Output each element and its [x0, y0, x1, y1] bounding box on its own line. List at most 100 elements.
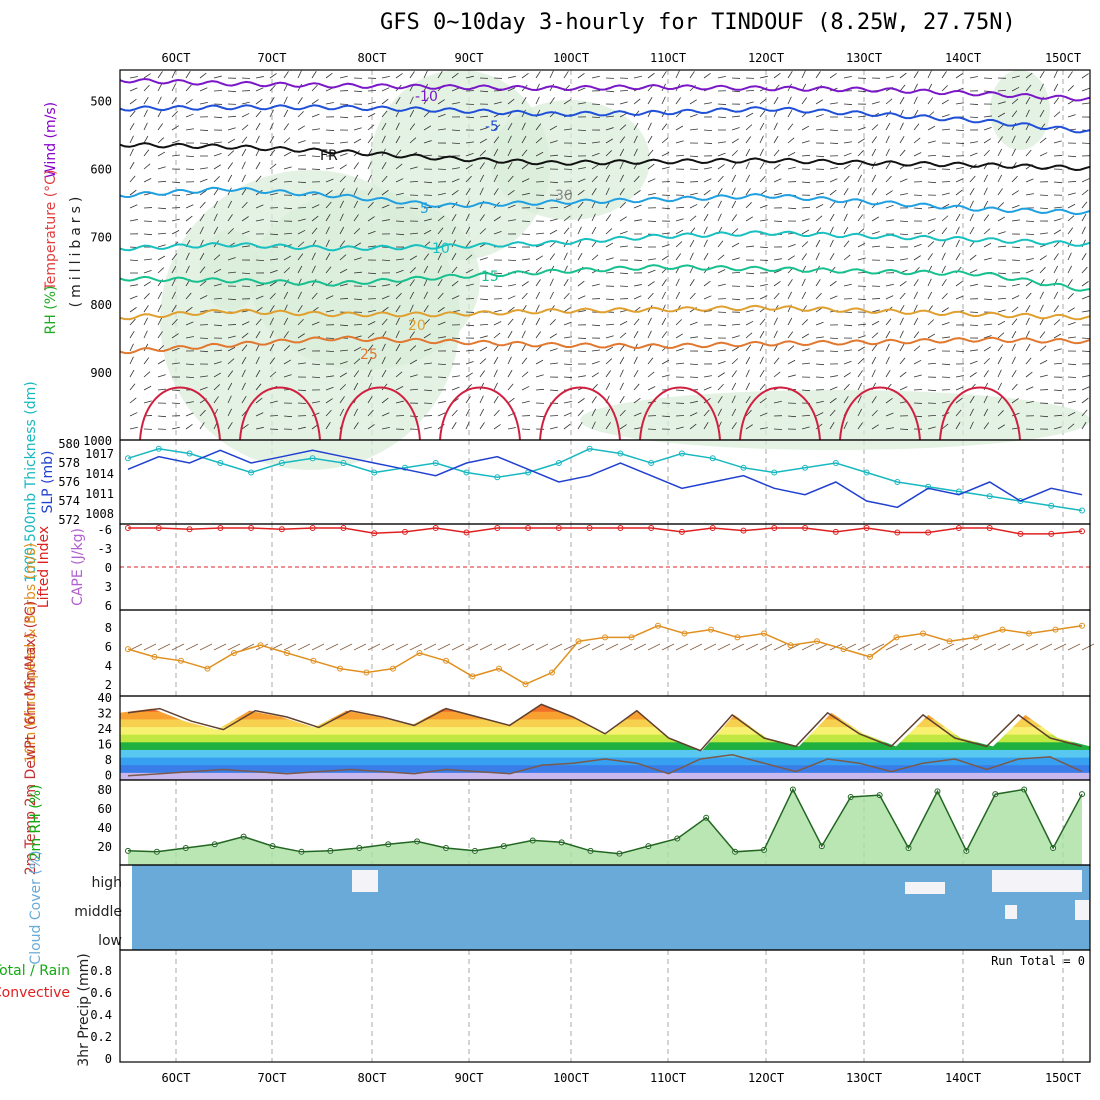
- wind-barb: [479, 138, 488, 144]
- wind-barb: [339, 324, 349, 327]
- wind-barb: [871, 231, 880, 235]
- wind-barb: [871, 101, 880, 105]
- wind-barb: [283, 279, 289, 287]
- wind-barb: [913, 331, 920, 339]
- wind-barb: [885, 75, 894, 79]
- wind-barb: [465, 396, 471, 404]
- wind-barb: [1053, 241, 1061, 248]
- contour-label: -5: [485, 119, 499, 135]
- wind-barb: [493, 356, 499, 365]
- wind-barb: [353, 115, 363, 118]
- wind-barb: [143, 135, 149, 144]
- wind-barb: [409, 415, 419, 418]
- wind-barb: [493, 136, 500, 144]
- wind-barb: [955, 643, 969, 651]
- wind-barb: [129, 356, 134, 365]
- wind-barb: [857, 187, 862, 196]
- wind-barb: [997, 382, 1002, 391]
- wind-barb: [857, 358, 865, 365]
- wind-barb: [927, 218, 936, 222]
- wind-barb: [633, 427, 642, 430]
- wind-barb: [857, 214, 864, 222]
- y-tick-label: 0: [105, 769, 112, 783]
- wind-barb: [969, 152, 978, 157]
- wind-barb: [913, 304, 918, 313]
- wind-barb: [563, 336, 572, 339]
- wind-barb: [1067, 155, 1077, 158]
- wind-barb: [255, 397, 263, 404]
- wind-barb: [535, 374, 544, 378]
- legend-total-rain: Total / Rain: [0, 963, 70, 979]
- wind-barb: [1011, 219, 1020, 222]
- wind-barb: [213, 254, 221, 261]
- wind-barb: [647, 178, 656, 183]
- wind-barb: [899, 193, 908, 196]
- wind-barb: [1011, 383, 1018, 391]
- wind-barb: [535, 291, 541, 300]
- wind-barb: [339, 240, 346, 248]
- wind-barb: [829, 280, 837, 287]
- wind-barb: [241, 643, 255, 651]
- wind-barb: [213, 116, 223, 119]
- wind-barb: [885, 427, 894, 430]
- wind-barb: [1025, 386, 1034, 391]
- wind-barb: [591, 421, 596, 430]
- wind-barb: [325, 643, 339, 651]
- wind-barb: [339, 298, 349, 300]
- wind-barb: [1025, 317, 1030, 326]
- wind-barb: [381, 284, 390, 287]
- wind-barb: [311, 215, 319, 222]
- wind-barb: [1067, 643, 1081, 651]
- wind-barb: [451, 252, 457, 261]
- wind-barb: [843, 141, 852, 144]
- wind-barb: [745, 356, 751, 365]
- wind-barb: [227, 162, 234, 170]
- wind-barb: [619, 321, 628, 326]
- wind-barb: [465, 226, 471, 235]
- wind-barb: [269, 192, 278, 196]
- wind-barb: [227, 358, 235, 365]
- wind-barb: [955, 226, 960, 235]
- wind-barb: [367, 174, 372, 183]
- wind-barb: [969, 643, 983, 651]
- wind-barb: [241, 230, 250, 235]
- wind-barb: [535, 71, 541, 79]
- wind-barb: [1039, 345, 1047, 352]
- wind-barb: [521, 343, 527, 352]
- wind-barb: [857, 323, 866, 326]
- wind-barb: [787, 317, 793, 326]
- isotherm-30-hump: [739, 386, 821, 441]
- wind-barb: [619, 356, 625, 365]
- temp2m-line: [127, 703, 1083, 752]
- wind-barb: [1081, 375, 1090, 378]
- wind-barb: [493, 309, 502, 313]
- wind-barb: [619, 231, 628, 235]
- wind-barb: [1067, 412, 1076, 417]
- wind-barb: [605, 271, 615, 274]
- y-tick-label: -6: [98, 523, 112, 537]
- wind-barb: [409, 71, 415, 79]
- wind-barb: [927, 426, 936, 430]
- wind-barb: [997, 309, 1006, 313]
- wind-barb: [717, 103, 727, 105]
- x-tick-label: 10OCT: [553, 1071, 589, 1085]
- wind-barb: [381, 87, 390, 92]
- wind-barb: [171, 278, 176, 287]
- wind-barb: [591, 361, 600, 365]
- wind-barb: [941, 363, 951, 366]
- wind-barb: [1053, 70, 1058, 79]
- wind-barb: [1067, 307, 1075, 313]
- wind-barb: [255, 330, 261, 339]
- wind-barb: [997, 148, 1003, 157]
- wind-barb: [913, 374, 922, 378]
- wind-barb: [997, 89, 1007, 92]
- wind-barb: [339, 372, 348, 378]
- wind-barb: [213, 297, 223, 300]
- wind-barb: [1081, 213, 1087, 222]
- wind-barb: [703, 239, 708, 248]
- wind-barb: [605, 323, 615, 326]
- isotherm-30-hump: [539, 386, 621, 441]
- wind-barb: [213, 141, 222, 144]
- wind-barb: [591, 324, 601, 327]
- isotherm-30-hump: [239, 386, 321, 441]
